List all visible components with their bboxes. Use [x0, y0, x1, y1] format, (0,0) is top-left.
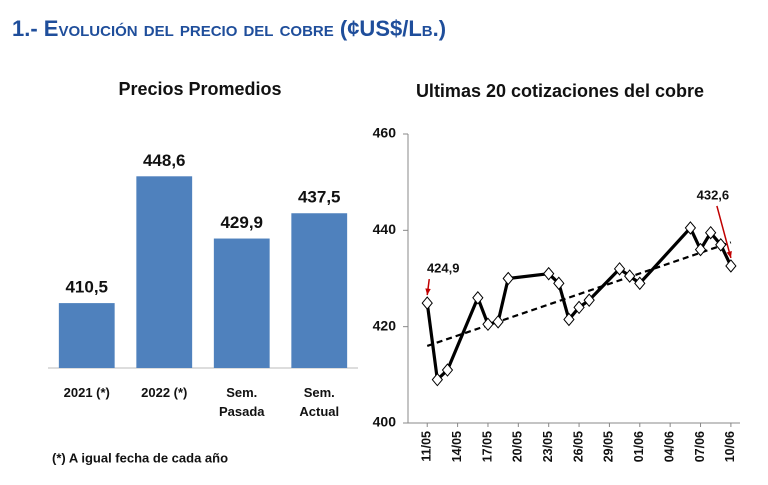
marker — [613, 262, 626, 276]
data-label: 429,9 — [220, 213, 263, 232]
chart-title: Ultimas 20 cotizaciones del cobre — [415, 81, 705, 101]
y-tick-label: 400 — [373, 414, 397, 430]
x-tick-label: Sem. Pasada — [218, 385, 265, 419]
y-tick-label: 460 — [373, 125, 397, 141]
trend-line — [426, 241, 732, 347]
marker — [431, 372, 444, 387]
marker — [573, 300, 585, 315]
chart-title: Precios Promedios — [118, 79, 281, 99]
x-tick-label: 2022 (*) — [141, 385, 188, 400]
annotation: 432,6 — [697, 187, 730, 202]
marker — [421, 296, 433, 310]
data-label: 437,5 — [298, 188, 341, 207]
bar — [136, 176, 193, 368]
arrow-head — [425, 288, 431, 296]
marker — [583, 293, 595, 307]
slide-title: 1.- Evolución del precio del cobre (¢US$… — [12, 16, 446, 41]
marker — [694, 242, 707, 257]
x-tick-label: 11/05 — [420, 431, 434, 462]
marker — [441, 363, 454, 377]
x-tick-label: Sem. Actual — [299, 385, 340, 419]
marker — [704, 225, 717, 240]
arrow-head — [726, 251, 732, 258]
x-tick-label: 07/06 — [693, 431, 707, 462]
marker — [624, 269, 636, 283]
bar — [291, 213, 348, 368]
x-tick-label: 04/06 — [662, 431, 676, 462]
marker — [715, 238, 727, 252]
x-tick-label: 23/05 — [541, 431, 555, 462]
marker — [472, 290, 484, 305]
data-label: 448,6 — [143, 151, 186, 170]
x-tick-label: 14/05 — [450, 431, 464, 462]
x-tick-label: 10/06 — [723, 431, 737, 462]
marker — [482, 317, 494, 332]
annotation-arrow — [716, 205, 732, 259]
marker — [684, 221, 697, 235]
marker — [492, 315, 504, 329]
x-tick-label: 20/05 — [511, 431, 525, 462]
marker — [553, 276, 565, 291]
x-tick-label: 26/05 — [571, 431, 585, 462]
bar — [213, 238, 270, 368]
y-tick-label: 440 — [373, 221, 397, 237]
marker — [543, 266, 555, 281]
marker — [634, 276, 646, 291]
marker — [725, 259, 737, 273]
data-label: 410,5 — [65, 278, 108, 297]
marker — [502, 271, 514, 286]
x-tick-label: 01/06 — [632, 431, 646, 462]
footnote: (*) A igual fecha de cada año — [52, 450, 228, 465]
annotation: 424,9 — [427, 261, 460, 276]
x-tick-label: 17/05 — [480, 431, 494, 462]
y-tick-label: 420 — [373, 317, 397, 333]
x-tick-label: 2021 (*) — [63, 385, 110, 400]
x-tick-label: 29/05 — [602, 431, 616, 462]
bar — [58, 303, 115, 368]
marker — [563, 312, 575, 327]
